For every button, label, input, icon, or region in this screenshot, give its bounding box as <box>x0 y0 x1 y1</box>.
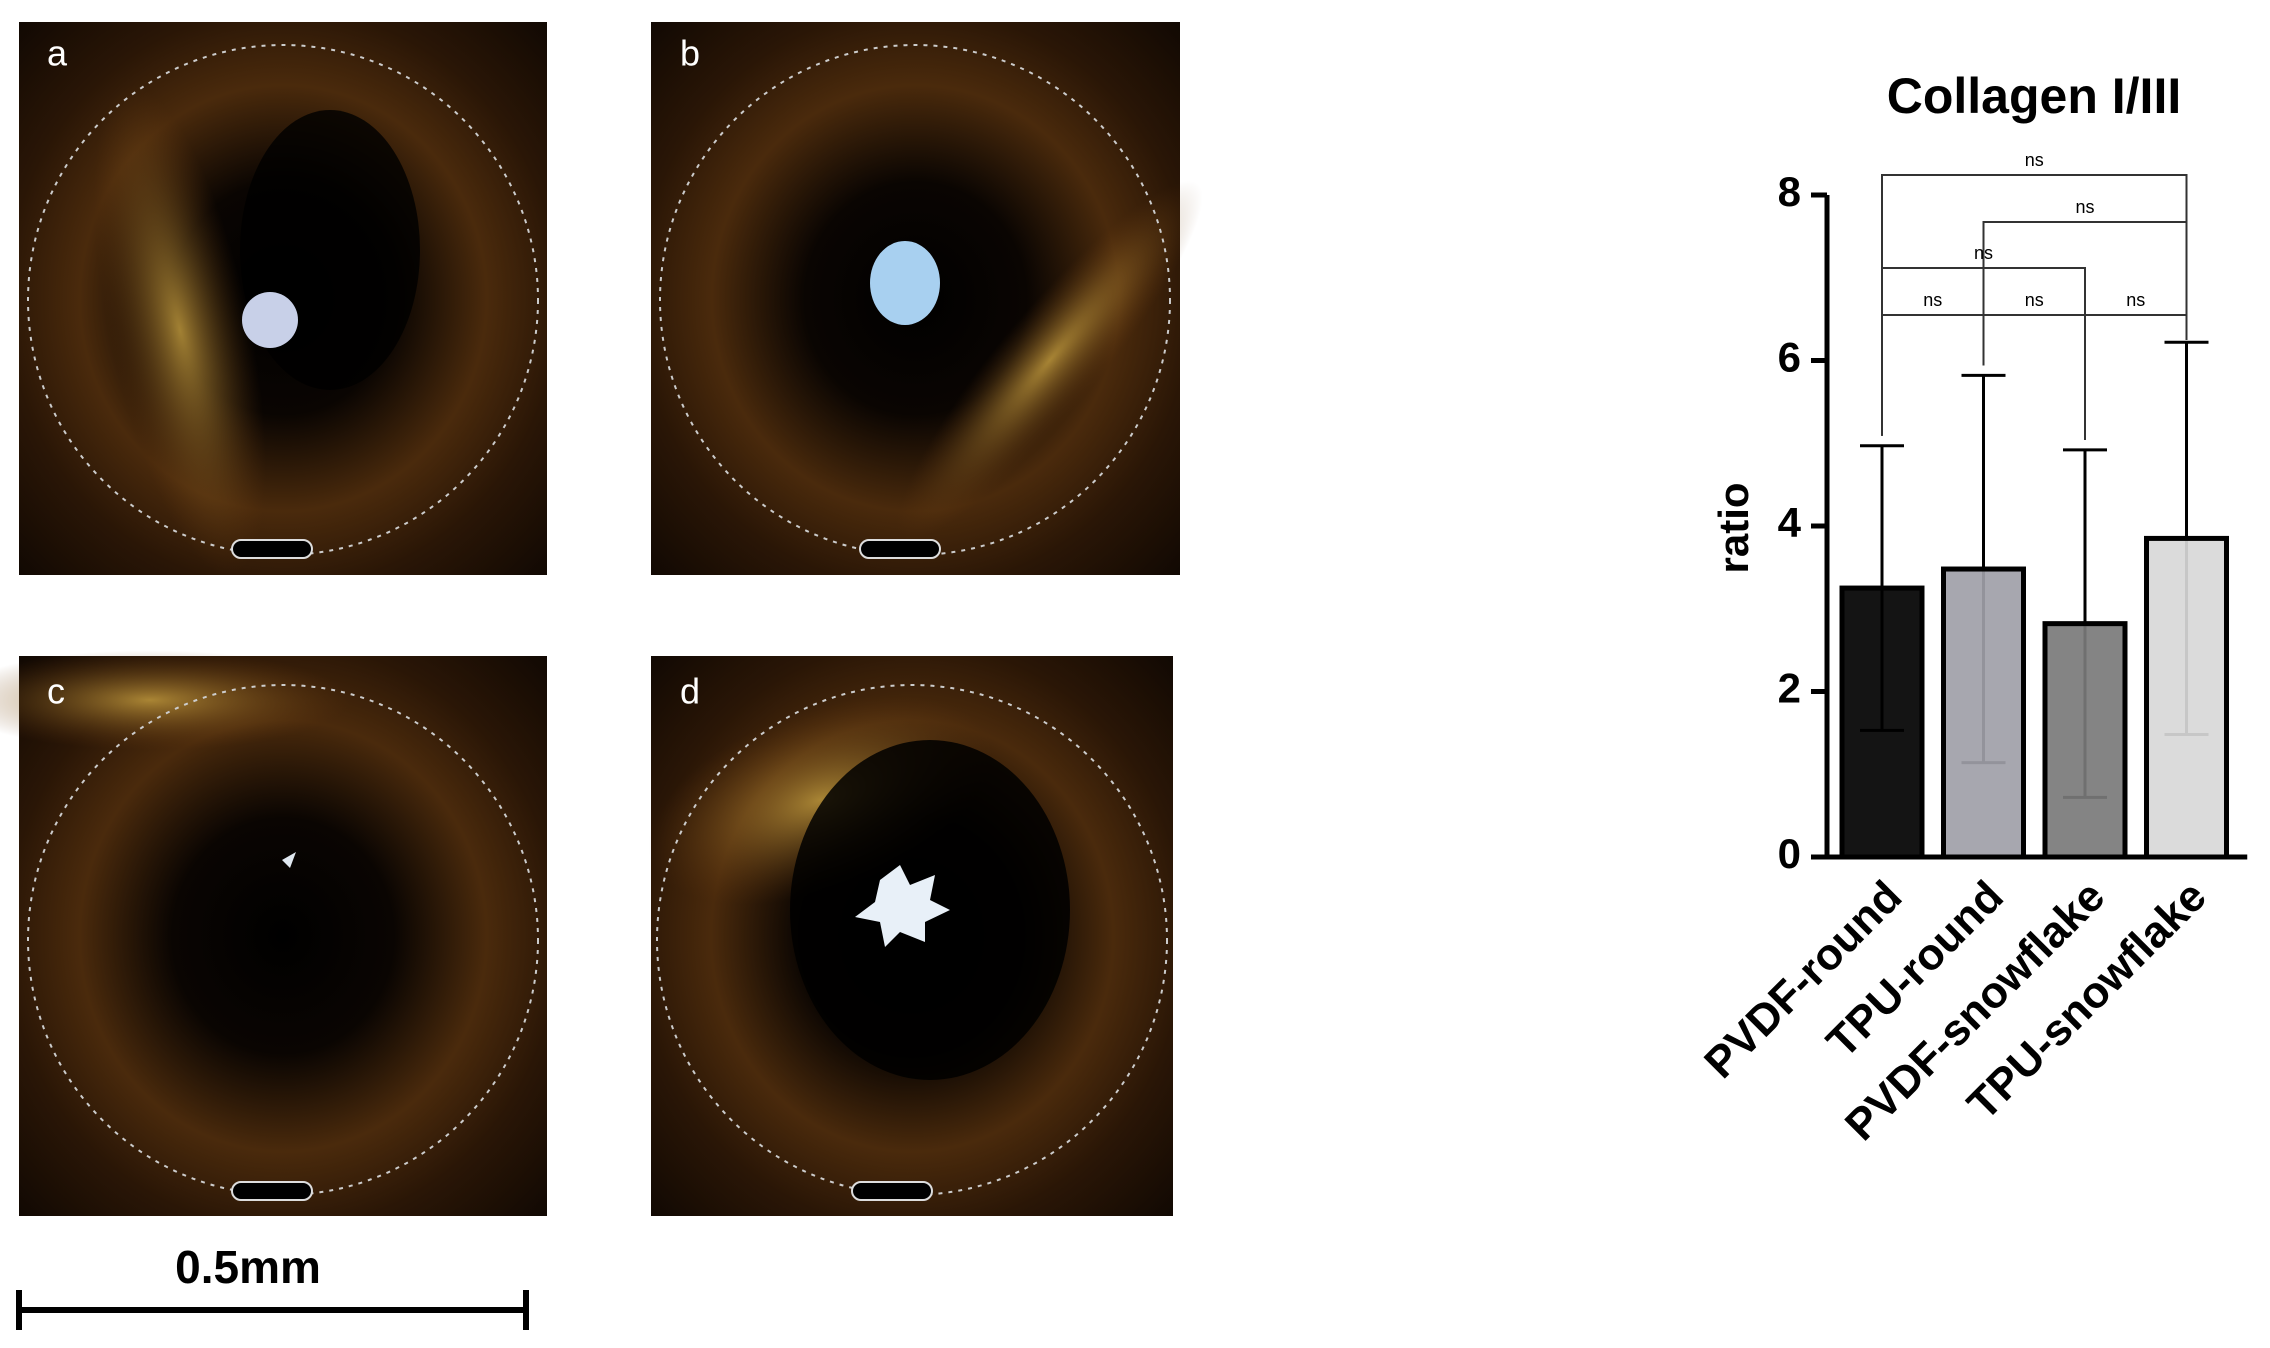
significance-label: ns <box>2025 150 2044 170</box>
scale-bar: 0.5mm <box>16 1241 529 1330</box>
panel-b <box>651 22 1203 575</box>
y-tick-label: 4 <box>1778 499 1802 546</box>
bar <box>1839 585 1925 860</box>
significance-bracket <box>1982 221 2188 366</box>
significance-bracket <box>2084 314 2188 440</box>
panel-a <box>19 22 547 575</box>
scale-bar-label: 0.5mm <box>175 1241 321 1293</box>
significance-label: ns <box>2126 290 2145 310</box>
significance-label: ns <box>1923 290 1942 310</box>
significance-label: ns <box>2025 290 2044 310</box>
chart-title: Collagen I/III <box>1887 68 2181 124</box>
panel-label: c <box>47 671 65 712</box>
y-tick-label: 6 <box>1778 334 1801 381</box>
bar <box>2144 535 2229 860</box>
bar <box>2042 621 2128 860</box>
bar <box>1941 566 2026 860</box>
y-tick-label: 8 <box>1778 168 1801 215</box>
y-axis-label: ratio <box>1710 482 1757 573</box>
panel-d <box>648 656 1173 1216</box>
panel-label: d <box>680 671 700 712</box>
y-tick-label: 2 <box>1778 665 1801 712</box>
significance-label: ns <box>1974 243 1993 263</box>
significance-label: ns <box>2075 197 2094 217</box>
significance-bracket <box>1982 314 2086 440</box>
panel-c <box>0 650 547 1216</box>
panel-label: a <box>47 33 68 74</box>
panel-label: b <box>680 33 700 74</box>
y-tick-label: 0 <box>1778 830 1801 877</box>
